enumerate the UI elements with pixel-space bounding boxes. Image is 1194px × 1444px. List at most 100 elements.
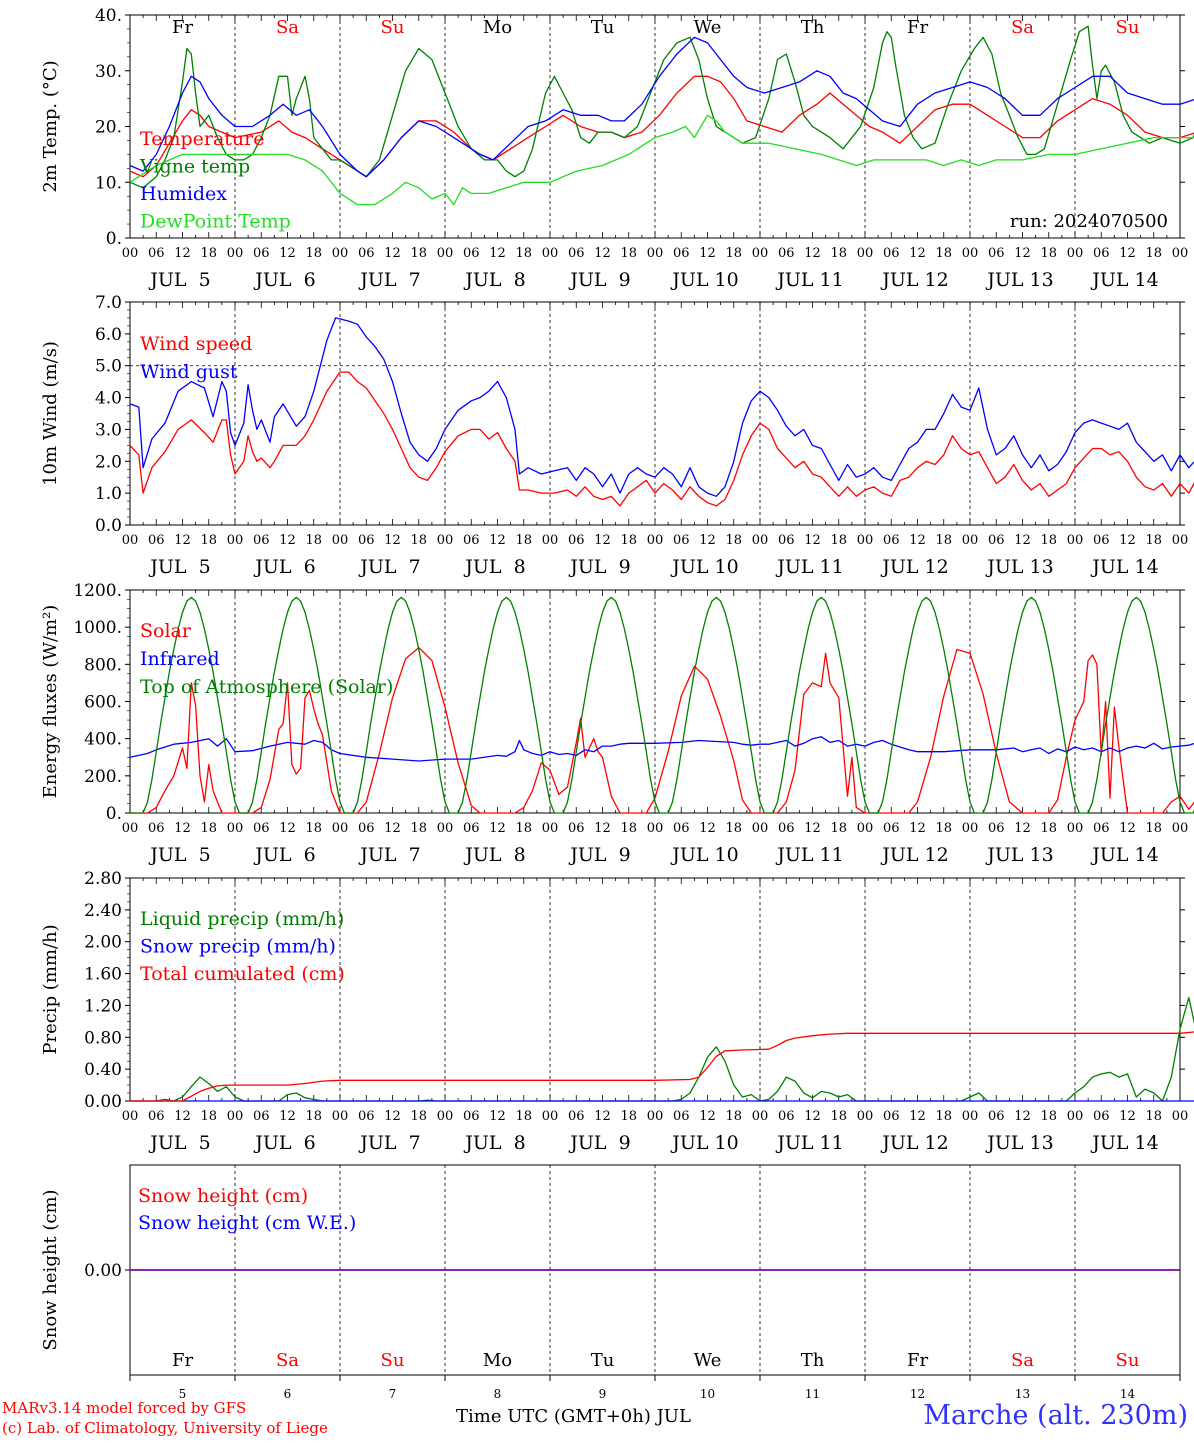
hour-tick-label: 18 (725, 246, 742, 261)
hour-tick-label: 18 (830, 1109, 847, 1124)
date-label: JUL 9 (568, 269, 630, 291)
y-tick-label: 200. (84, 767, 122, 787)
hour-tick-label: 18 (515, 821, 532, 836)
hour-tick-label: 18 (305, 1109, 322, 1124)
weekday-label: Fr (907, 17, 928, 38)
hour-tick-label: 12 (279, 533, 296, 548)
date-label: JUL 14 (1090, 556, 1158, 578)
hour-tick-label: 12 (1014, 1109, 1031, 1124)
date-label: JUL 5 (148, 556, 210, 578)
weekday-label: Su (381, 17, 405, 38)
hour-tick-label: 12 (699, 246, 716, 261)
y-tick-label: 800. (84, 655, 122, 675)
hour-tick-label: 12 (1119, 246, 1136, 261)
hour-tick-label: 18 (725, 1109, 742, 1124)
x-axis-label: Time UTC (GMT+0h) JUL (456, 1406, 691, 1427)
date-label: JUL 14 (1090, 1132, 1158, 1154)
hour-tick-label: 06 (148, 821, 165, 836)
hour-tick-label: 00 (437, 1109, 454, 1124)
day-number-label: 11 (805, 1387, 820, 1401)
hour-tick-label: 12 (489, 246, 506, 261)
hour-tick-label: 18 (620, 246, 637, 261)
weekday-label: Mo (483, 17, 512, 38)
hour-tick-label: 06 (778, 533, 795, 548)
day-number-label: 8 (494, 1387, 502, 1401)
hour-tick-label: 12 (1119, 821, 1136, 836)
hour-tick-label: 12 (384, 1109, 401, 1124)
hour-tick-label: 06 (568, 533, 585, 548)
date-label: JUL 12 (880, 269, 948, 291)
hour-tick-label: 06 (673, 1109, 690, 1124)
date-label: JUL 14 (1090, 844, 1158, 866)
date-label: JUL 8 (463, 556, 525, 578)
y-tick-label: 20. (95, 118, 122, 138)
date-label: JUL 5 (148, 844, 210, 866)
date-label: JUL 12 (880, 556, 948, 578)
weekday-label: Tu (591, 1350, 615, 1371)
panel-energy: 0. 200. 400. 600. 800. 1000. 1200. Energy fluxe… (40, 581, 1194, 866)
hour-tick-label: 18 (1145, 821, 1162, 836)
hour-tick-label: 12 (804, 533, 821, 548)
y-axis-title: 2m Temp. (°C) (40, 60, 61, 192)
y-tick-label: 6.0 (95, 325, 122, 345)
weekday-label: Su (381, 1350, 405, 1371)
hour-tick-label: 12 (594, 821, 611, 836)
day-number-label: 12 (910, 1387, 925, 1401)
y-axis-title: Snow height (cm) (40, 1189, 61, 1350)
hour-tick-label: 00 (962, 246, 979, 261)
hour-tick-label: 00 (542, 821, 559, 836)
day-number-label: 7 (389, 1387, 397, 1401)
hour-tick-label: 06 (358, 533, 375, 548)
hour-tick-label: 00 (227, 246, 244, 261)
hour-tick-label: 18 (515, 1109, 532, 1124)
date-label: JUL 10 (670, 1132, 738, 1154)
hour-tick-label: 12 (174, 533, 191, 548)
hour-tick-label: 18 (1040, 1109, 1057, 1124)
weekday-label: Fr (172, 17, 193, 38)
hour-tick-label: 06 (883, 533, 900, 548)
date-label: JUL 14 (1090, 269, 1158, 291)
date-label: JUL 7 (358, 269, 420, 291)
date-label: JUL 6 (253, 1132, 315, 1154)
date-label: JUL 11 (775, 844, 843, 866)
date-label: JUL 13 (985, 844, 1053, 866)
y-axis-title: Energy fluxes (W/m²) (40, 605, 61, 799)
weekday-label: Sa (276, 1350, 299, 1371)
hour-tick-label: 00 (332, 533, 349, 548)
y-tick-label: 40. (95, 6, 122, 26)
hour-tick-label: 06 (463, 821, 480, 836)
date-label: JUL 11 (775, 269, 843, 291)
hour-tick-label: 12 (909, 533, 926, 548)
hour-tick-label: 12 (594, 533, 611, 548)
hour-tick-label: 12 (1119, 533, 1136, 548)
hour-tick-label: 12 (594, 1109, 611, 1124)
plot-frame (129, 301, 1181, 526)
date-label: JUL 7 (358, 844, 420, 866)
date-label: JUL 13 (985, 1132, 1053, 1154)
hour-tick-label: 06 (148, 1109, 165, 1124)
hour-tick-label: 18 (830, 821, 847, 836)
hour-tick-label: 00 (122, 533, 139, 548)
day-number-label: 5 (179, 1387, 187, 1401)
hour-tick-label: 00 (1172, 533, 1189, 548)
date-label: JUL 13 (985, 269, 1053, 291)
hour-tick-label: 06 (988, 533, 1005, 548)
date-label: JUL 6 (253, 844, 315, 866)
hour-tick-label: 06 (778, 821, 795, 836)
y-tick-label: 2.40 (84, 901, 122, 921)
y-tick-label: 4.0 (95, 389, 122, 409)
legend-entry: Top of Atmosphere (Solar) (140, 676, 393, 698)
date-label: JUL 13 (985, 556, 1053, 578)
hour-tick-label: 00 (437, 533, 454, 548)
hour-tick-label: 18 (200, 246, 217, 261)
date-label: JUL 11 (775, 1132, 843, 1154)
y-tick-label: 1.60 (84, 965, 122, 985)
hour-tick-label: 18 (935, 1109, 952, 1124)
hour-tick-label: 06 (673, 246, 690, 261)
legend-entry: Total cumulated (cm) (140, 963, 345, 985)
lab-credit: (c) Lab. of Climatology, University of L… (2, 1419, 328, 1437)
date-label: JUL 12 (880, 844, 948, 866)
weekday-label: Su (1116, 1350, 1140, 1371)
hour-tick-label: 18 (1040, 246, 1057, 261)
hour-tick-label: 00 (542, 533, 559, 548)
